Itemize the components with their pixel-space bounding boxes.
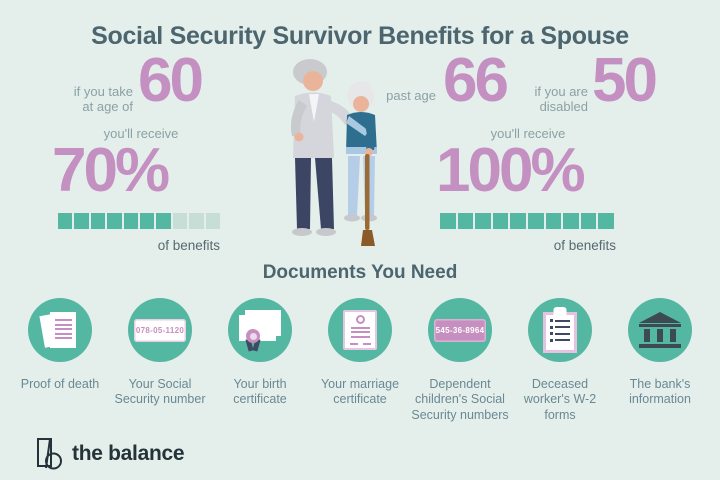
children-ssn-card-number: 545-36-8964 <box>435 325 485 335</box>
brand-logo: the balance <box>36 437 185 471</box>
right-condition-disabled-label: if you are disabled <box>534 84 588 115</box>
document-label: Your birth certificate <box>233 377 287 407</box>
right-benefit-bar <box>440 213 614 229</box>
benefit-bar-segment <box>90 213 106 229</box>
benefit-bar-segment <box>205 213 220 229</box>
doc-circle: 078-05-1120 <box>128 298 192 362</box>
brand-name: the balance <box>72 442 185 465</box>
w2-forms-icon <box>543 307 577 353</box>
doc-circle <box>328 298 392 362</box>
document-label: The bank's information <box>629 377 691 407</box>
benefit-bar-segment <box>457 213 474 229</box>
left-age-value: 60 <box>138 46 204 115</box>
benefit-bar-segment <box>510 213 526 229</box>
left-benefit-bar <box>58 213 220 229</box>
doc-circle: 545-36-8964 <box>428 298 492 362</box>
left-condition-label: if you take at age of <box>73 84 133 115</box>
document-item: Proof of death <box>8 298 112 392</box>
left-benefits-label: of benefits <box>157 238 220 253</box>
bank-icon <box>639 311 681 349</box>
benefit-bar-segment <box>156 213 171 229</box>
page-title: Social Security Survivor Benefits for a … <box>91 22 629 50</box>
doc-circle <box>528 298 592 362</box>
death-document-icon <box>39 310 78 350</box>
benefit-bar-segment <box>545 213 562 229</box>
benefit-bar-segment <box>527 213 544 229</box>
right-benefits-label: of benefits <box>553 238 616 253</box>
document-item: The bank's information <box>608 298 712 408</box>
benefit-bar-segment <box>58 213 73 229</box>
the-balance-logo-icon <box>37 438 62 470</box>
ssn-card-number: 078-05-1120 <box>135 325 185 335</box>
document-label: Deceased worker's W-2 forms <box>523 377 597 422</box>
benefit-bar-segment <box>123 213 138 229</box>
elderly-couple-illustration <box>290 59 377 246</box>
document-item: 078-05-1120 Your Social Security number <box>108 298 212 408</box>
benefit-bar-segment <box>189 213 204 229</box>
ssn-card-icon: 078-05-1120 <box>134 318 186 342</box>
document-label: Dependent children's Social Security num… <box>411 377 509 422</box>
document-label: Proof of death <box>20 377 100 391</box>
benefit-bar-segment <box>139 213 155 229</box>
benefit-bar-segment <box>475 213 491 229</box>
benefit-bar-segment <box>107 213 122 229</box>
right-condition-past-label: past age <box>386 88 436 103</box>
benefit-bar-segment <box>492 213 509 229</box>
document-item: 545-36-8964 Dependent children's Social … <box>408 298 512 423</box>
benefit-bar-segment <box>172 213 188 229</box>
marriage-certificate-icon <box>343 310 377 350</box>
document-item: Your marriage certificate <box>308 298 412 408</box>
left-percent-value: 70% <box>52 136 170 205</box>
benefit-bar-segment <box>580 213 597 229</box>
doc-circle <box>28 298 92 362</box>
documents-heading: Documents You Need <box>262 262 458 283</box>
benefit-bar-segment <box>563 213 579 229</box>
right-receive-label: you'll receive <box>490 126 566 141</box>
children-ssn-card-icon: 545-36-8964 <box>434 318 486 342</box>
benefit-bar-segment <box>74 213 89 229</box>
benefit-bar-segment <box>598 213 614 229</box>
benefit-bar-segment <box>440 213 456 229</box>
birth-certificate-icon <box>237 308 283 352</box>
left-receive-label: you'll receive <box>103 126 179 141</box>
document-item: Your birth certificate <box>208 298 312 408</box>
doc-circle <box>628 298 692 362</box>
right-age-past-value: 66 <box>443 46 509 115</box>
right-percent-value: 100% <box>436 136 586 205</box>
right-age-disabled-value: 50 <box>592 46 658 115</box>
document-label: Your marriage certificate <box>320 377 400 407</box>
document-item: Deceased worker's W-2 forms <box>508 298 612 423</box>
doc-circle <box>228 298 292 362</box>
document-label: Your Social Security number <box>114 377 206 407</box>
